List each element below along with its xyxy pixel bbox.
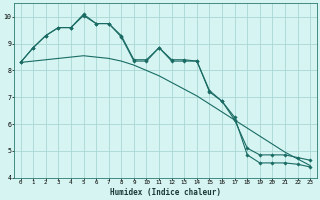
X-axis label: Humidex (Indice chaleur): Humidex (Indice chaleur) (110, 188, 221, 197)
